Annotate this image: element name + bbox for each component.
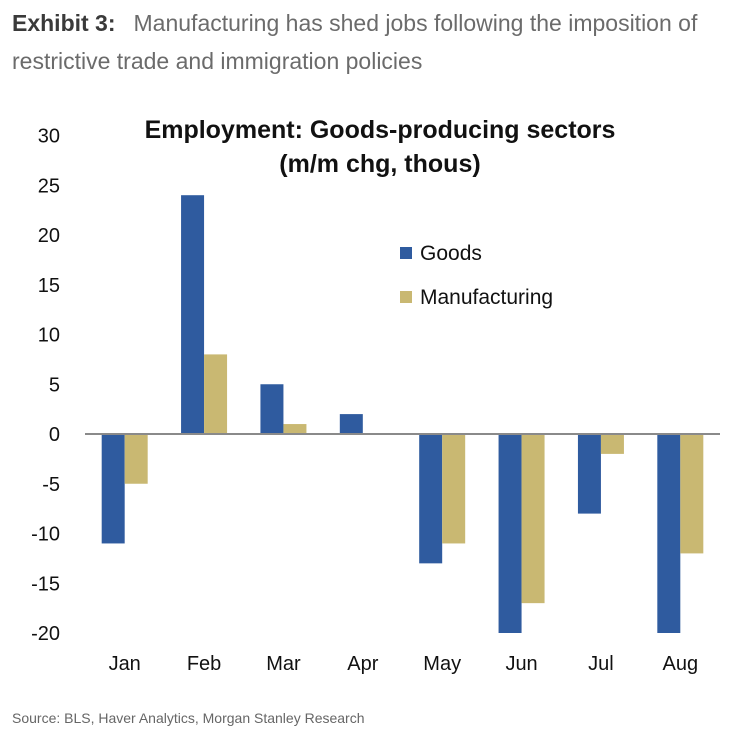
bar-goods-jan (101, 434, 125, 544)
exhibit-label: Exhibit 3: (12, 10, 116, 36)
bar-goods-may (419, 434, 443, 564)
legend-swatch-goods (400, 247, 412, 259)
bar-goods-apr (339, 414, 363, 434)
bar-goods-jun (498, 434, 522, 633)
x-tick-label: Apr (347, 653, 378, 675)
x-tick-label: Jul (588, 653, 614, 675)
bar-goods-mar (260, 384, 284, 434)
x-tick-label: Jan (109, 653, 141, 675)
legend-label-manufacturing: Manufacturing (420, 286, 553, 309)
bar-manufacturing-jul (600, 434, 624, 454)
legend-label-goods: Goods (420, 242, 482, 265)
bar-goods-aug (657, 434, 681, 633)
bar-manufacturing-aug (680, 434, 704, 554)
chart-title: Employment: Goods-producing sectors (145, 116, 616, 144)
x-tick-label: Jun (505, 653, 537, 675)
y-tick-label: 30 (38, 126, 60, 148)
bar-manufacturing-may (442, 434, 466, 544)
bar-goods-feb (181, 195, 205, 434)
bar-manufacturing-jun (521, 434, 545, 604)
bar-manufacturing-feb (204, 354, 228, 434)
x-tick-label: May (423, 653, 461, 675)
y-tick-label: 5 (49, 374, 60, 396)
x-tick-label: Feb (187, 653, 221, 675)
y-tick-label: 10 (38, 325, 60, 347)
y-tick-label: 20 (38, 225, 60, 247)
y-tick-label: -10 (31, 524, 60, 546)
bar-goods-jul (577, 434, 601, 514)
bar-manufacturing-jan (124, 434, 148, 484)
y-tick-label: -15 (31, 573, 60, 595)
legend-swatch-manufacturing (400, 291, 412, 303)
exhibit-title: Manufacturing has shed jobs following th… (12, 10, 698, 74)
x-tick-label: Aug (663, 653, 699, 675)
y-tick-label: 0 (49, 424, 60, 446)
source-note: Source: BLS, Haver Analytics, Morgan Sta… (12, 710, 365, 726)
bar-manufacturing-mar (283, 424, 307, 434)
y-tick-label: 25 (38, 175, 60, 197)
bar-chart: Employment: Goods-producing sectors (m/m … (31, 116, 720, 675)
x-tick-label: Mar (266, 653, 301, 675)
chart-title: (m/m chg, thous) (279, 150, 480, 178)
exhibit-header: Exhibit 3: Manufacturing has shed jobs fo… (12, 4, 722, 80)
y-tick-label: 15 (38, 275, 60, 297)
y-tick-label: -5 (42, 474, 60, 496)
y-tick-label: -20 (31, 623, 60, 645)
